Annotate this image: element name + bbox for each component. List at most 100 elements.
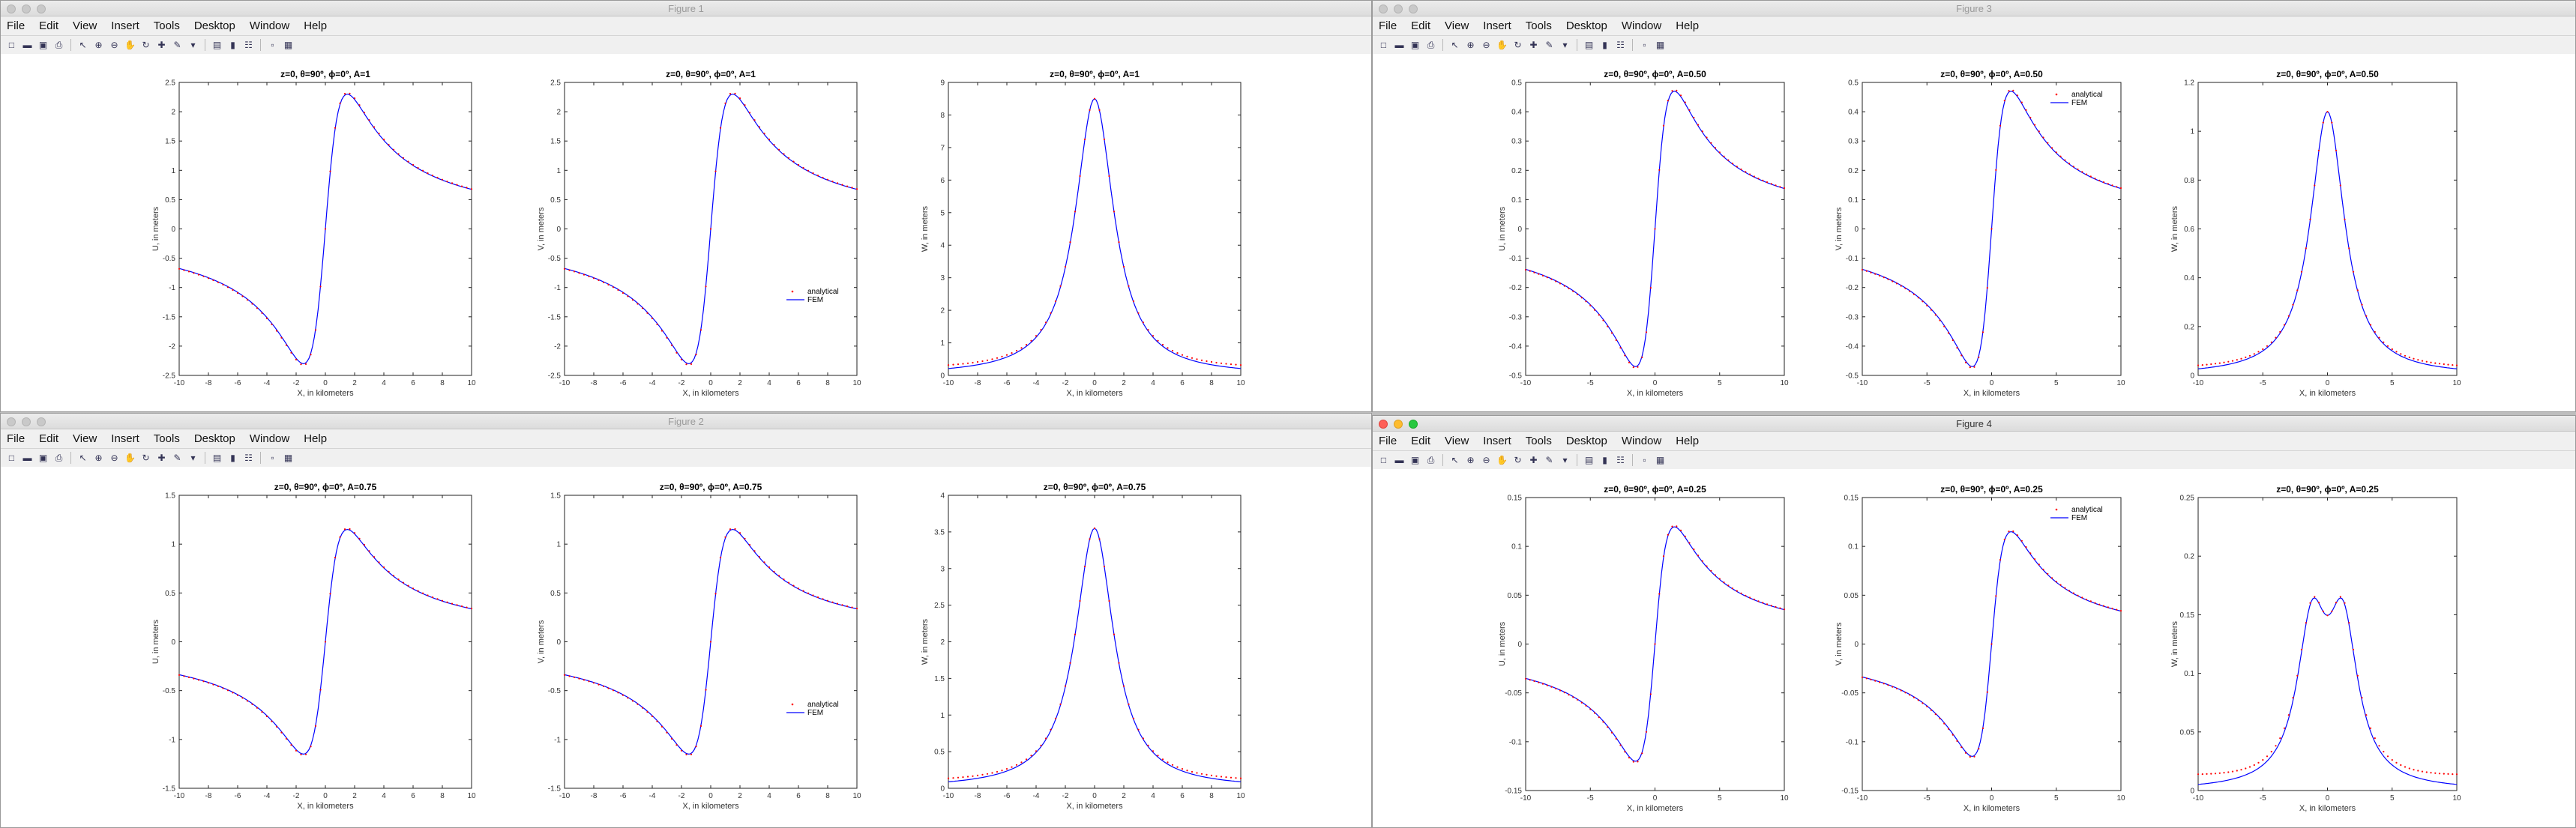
save-icon[interactable]: ▣	[38, 40, 48, 50]
close-button[interactable]	[1379, 420, 1388, 429]
window-titlebar[interactable]: Figure 1	[1, 1, 1371, 16]
menu-file[interactable]: File	[1379, 19, 1397, 32]
menu-tools[interactable]: Tools	[153, 19, 180, 32]
link-plot-icon[interactable]: ▤	[212, 453, 222, 463]
minimize-button[interactable]	[1394, 420, 1403, 429]
show-plot-tools-icon[interactable]: ▦	[283, 40, 293, 50]
dropdown-arrow-icon[interactable]: ▾	[190, 453, 196, 463]
hide-plot-tools-icon[interactable]: ▫	[1643, 40, 1646, 50]
minimize-button[interactable]	[22, 417, 31, 426]
menu-help[interactable]: Help	[304, 432, 328, 445]
show-plot-tools-icon[interactable]: ▦	[1655, 455, 1665, 465]
menu-view[interactable]: View	[73, 432, 97, 445]
menu-edit[interactable]: Edit	[1411, 19, 1431, 32]
close-button[interactable]	[1379, 4, 1388, 13]
colorbar-icon[interactable]: ▮	[1602, 40, 1607, 50]
legend-icon[interactable]: ☷	[244, 453, 253, 463]
menu-edit[interactable]: Edit	[39, 432, 59, 445]
menu-tools[interactable]: Tools	[1525, 434, 1552, 447]
print-icon[interactable]: ⎙	[55, 452, 63, 463]
link-plot-icon[interactable]: ▤	[212, 40, 222, 50]
rotate-3d-icon[interactable]: ↻	[1514, 455, 1522, 465]
dropdown-arrow-icon[interactable]: ▾	[1562, 40, 1568, 50]
figure-window-4[interactable]: Figure 4 File Edit View Insert Tools Desktop Wi…	[1372, 415, 2576, 828]
menu-edit[interactable]: Edit	[1411, 434, 1431, 447]
pan-icon[interactable]: ✋	[1496, 455, 1508, 465]
axes-box[interactable]	[2197, 82, 2458, 376]
legend-icon[interactable]: ☷	[1616, 455, 1625, 465]
hide-plot-tools-icon[interactable]: ▫	[1643, 455, 1646, 465]
menu-tools[interactable]: Tools	[153, 432, 180, 445]
data-cursor-icon[interactable]: ✚	[157, 40, 166, 50]
axes-box[interactable]	[948, 82, 1242, 376]
window-titlebar[interactable]: Figure 3	[1373, 1, 2575, 16]
menu-help[interactable]: Help	[1676, 19, 1700, 32]
pan-icon[interactable]: ✋	[1496, 40, 1508, 50]
legend-icon[interactable]: ☷	[1616, 40, 1625, 50]
figure-window-2[interactable]: Figure 2 File Edit View Insert Tools Desktop Wi…	[0, 413, 1372, 828]
menu-insert[interactable]: Insert	[1483, 434, 1511, 447]
menu-file[interactable]: File	[1379, 434, 1397, 447]
rotate-3d-icon[interactable]: ↻	[142, 40, 150, 50]
colorbar-icon[interactable]: ▮	[230, 453, 235, 463]
minimize-button[interactable]	[1394, 4, 1403, 13]
new-file-icon[interactable]: □	[1380, 455, 1387, 465]
menu-view[interactable]: View	[73, 19, 97, 32]
brush-icon[interactable]: ✎	[173, 40, 181, 50]
dropdown-arrow-icon[interactable]: ▾	[1562, 455, 1568, 465]
zoom-in-icon[interactable]: ⊕	[94, 40, 103, 50]
zoom-out-icon[interactable]: ⊖	[110, 40, 118, 50]
print-icon[interactable]: ⎙	[1427, 454, 1435, 465]
data-cursor-icon[interactable]: ✚	[157, 453, 166, 463]
new-file-icon[interactable]: □	[1380, 40, 1387, 50]
hide-plot-tools-icon[interactable]: ▫	[271, 40, 274, 50]
menu-insert[interactable]: Insert	[111, 19, 139, 32]
menu-desktop[interactable]: Desktop	[1565, 434, 1607, 447]
axes-box[interactable]	[948, 495, 1242, 789]
zoom-button[interactable]	[1409, 4, 1418, 13]
close-button[interactable]	[7, 4, 16, 13]
menu-edit[interactable]: Edit	[39, 19, 59, 32]
hide-plot-tools-icon[interactable]: ▫	[271, 453, 274, 463]
pan-icon[interactable]: ✋	[124, 40, 136, 50]
figure-window-1[interactable]: Figure 1 File Edit View Insert Tools Desktop Wi…	[0, 0, 1372, 412]
show-plot-tools-icon[interactable]: ▦	[1655, 40, 1665, 50]
menu-desktop[interactable]: Desktop	[193, 19, 235, 32]
menu-insert[interactable]: Insert	[1483, 19, 1511, 32]
show-plot-tools-icon[interactable]: ▦	[283, 453, 293, 463]
zoom-button[interactable]	[37, 417, 46, 426]
zoom-in-icon[interactable]: ⊕	[94, 453, 103, 463]
save-icon[interactable]: ▣	[38, 453, 48, 463]
data-cursor-icon[interactable]: ✚	[1529, 455, 1538, 465]
pan-icon[interactable]: ✋	[124, 453, 136, 463]
menu-file[interactable]: File	[7, 19, 25, 32]
close-button[interactable]	[7, 417, 16, 426]
axes-box[interactable]	[2197, 497, 2458, 791]
menu-window[interactable]: Window	[1621, 434, 1662, 447]
zoom-out-icon[interactable]: ⊖	[1482, 40, 1490, 50]
pointer-icon[interactable]: ↖	[79, 40, 87, 50]
new-file-icon[interactable]: □	[8, 453, 15, 463]
window-titlebar[interactable]: Figure 4	[1373, 416, 2575, 432]
menu-view[interactable]: View	[1445, 19, 1469, 32]
zoom-out-icon[interactable]: ⊖	[110, 453, 118, 463]
zoom-in-icon[interactable]: ⊕	[1466, 455, 1475, 465]
menu-help[interactable]: Help	[304, 19, 328, 32]
zoom-button[interactable]	[1409, 420, 1418, 429]
new-file-icon[interactable]: □	[8, 40, 15, 50]
rotate-3d-icon[interactable]: ↻	[142, 453, 150, 463]
open-folder-icon[interactable]: ▬	[1394, 455, 1404, 465]
zoom-button[interactable]	[37, 4, 46, 13]
save-icon[interactable]: ▣	[1410, 455, 1420, 465]
print-icon[interactable]: ⎙	[55, 39, 63, 50]
link-plot-icon[interactable]: ▤	[1584, 455, 1594, 465]
menu-file[interactable]: File	[7, 432, 25, 445]
legend-icon[interactable]: ☷	[244, 40, 253, 50]
brush-icon[interactable]: ✎	[1545, 455, 1553, 465]
colorbar-icon[interactable]: ▮	[230, 40, 235, 50]
open-folder-icon[interactable]: ▬	[22, 40, 32, 50]
rotate-3d-icon[interactable]: ↻	[1514, 40, 1522, 50]
save-icon[interactable]: ▣	[1410, 40, 1420, 50]
pointer-icon[interactable]: ↖	[1451, 40, 1459, 50]
